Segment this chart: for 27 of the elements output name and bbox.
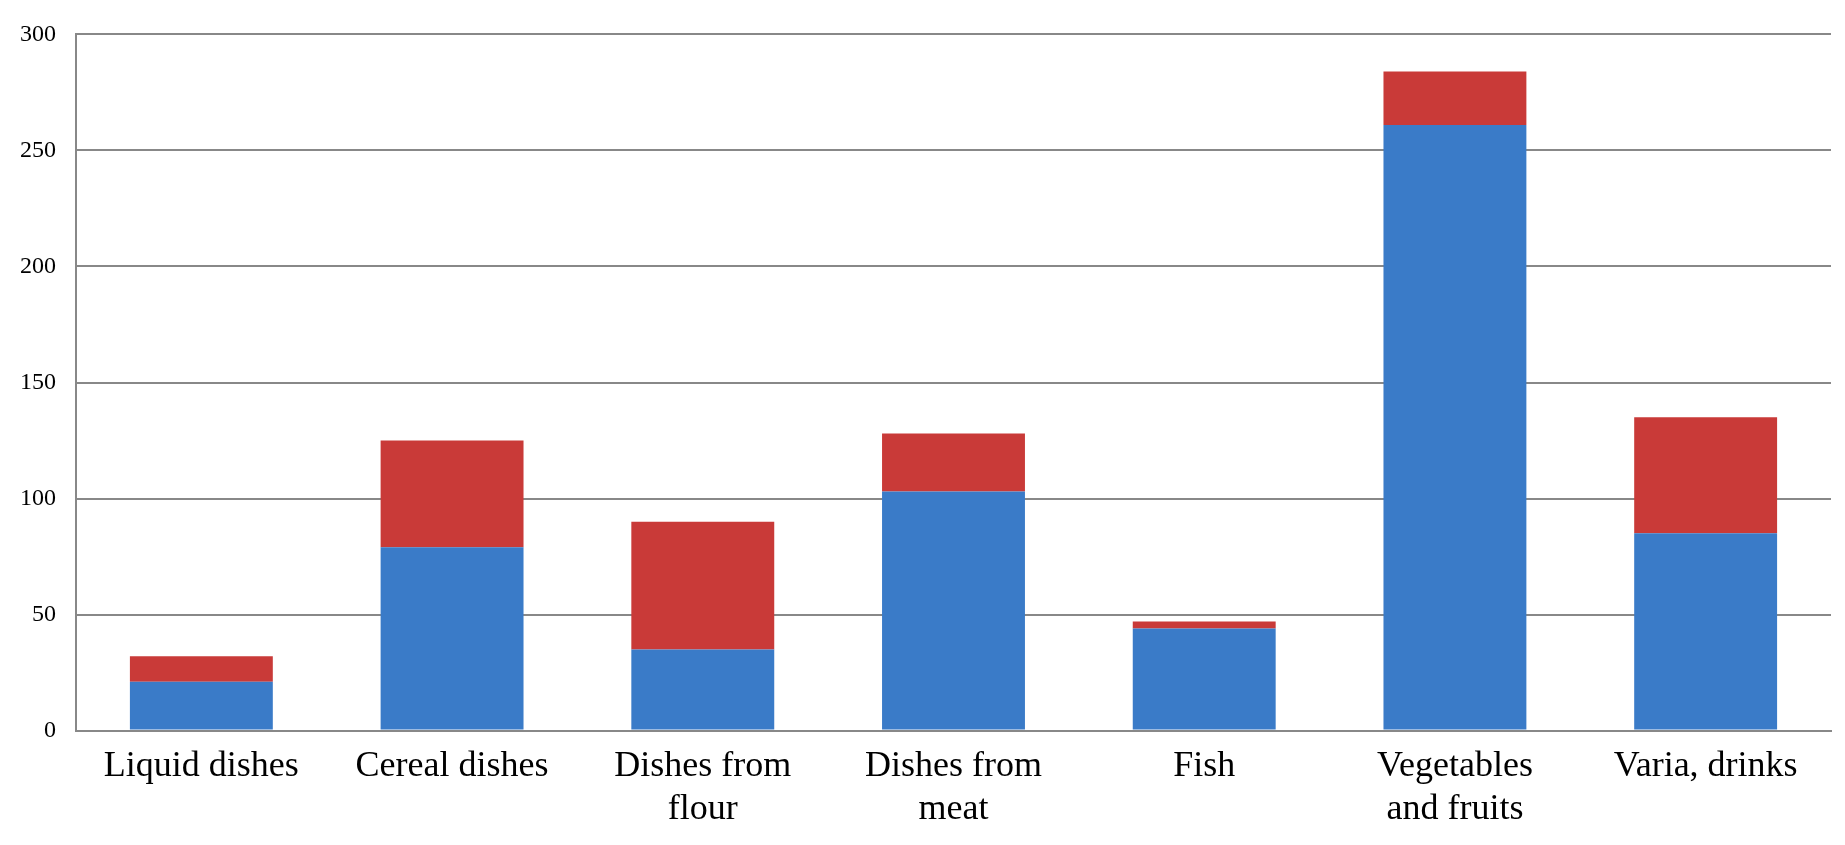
bar [380,440,524,548]
bar [1383,124,1527,730]
bar [380,547,524,730]
bar [129,656,273,682]
y-tick-label: 0 [44,715,56,742]
x-tick-label: Dishes from meat [865,743,1042,827]
x-tick-label: Vegetables and fruits [1376,743,1533,827]
x-tick-label: Liquid dishes [103,743,299,784]
x-tick-label: Cereal dishes [355,743,549,784]
y-tick-label: 300 [20,19,56,46]
bar [631,649,775,730]
y-tick-label: 100 [20,483,56,510]
x-tick-label: Dishes from flour [614,743,792,827]
y-tick-label: 150 [20,367,56,394]
y-tick-label: 50 [32,599,56,626]
y-tick-label: 250 [20,135,56,162]
bar [882,491,1025,730]
x-tick-label: Varia, drinks [1613,743,1798,784]
bar [129,681,273,730]
bar [1634,533,1778,730]
y-tick-label: 200 [20,251,56,278]
bar [882,433,1025,492]
bar [631,521,775,650]
bar [1132,628,1276,730]
bar [1383,71,1527,125]
bar [1634,417,1778,534]
x-tick-label: Fish [1173,743,1236,784]
